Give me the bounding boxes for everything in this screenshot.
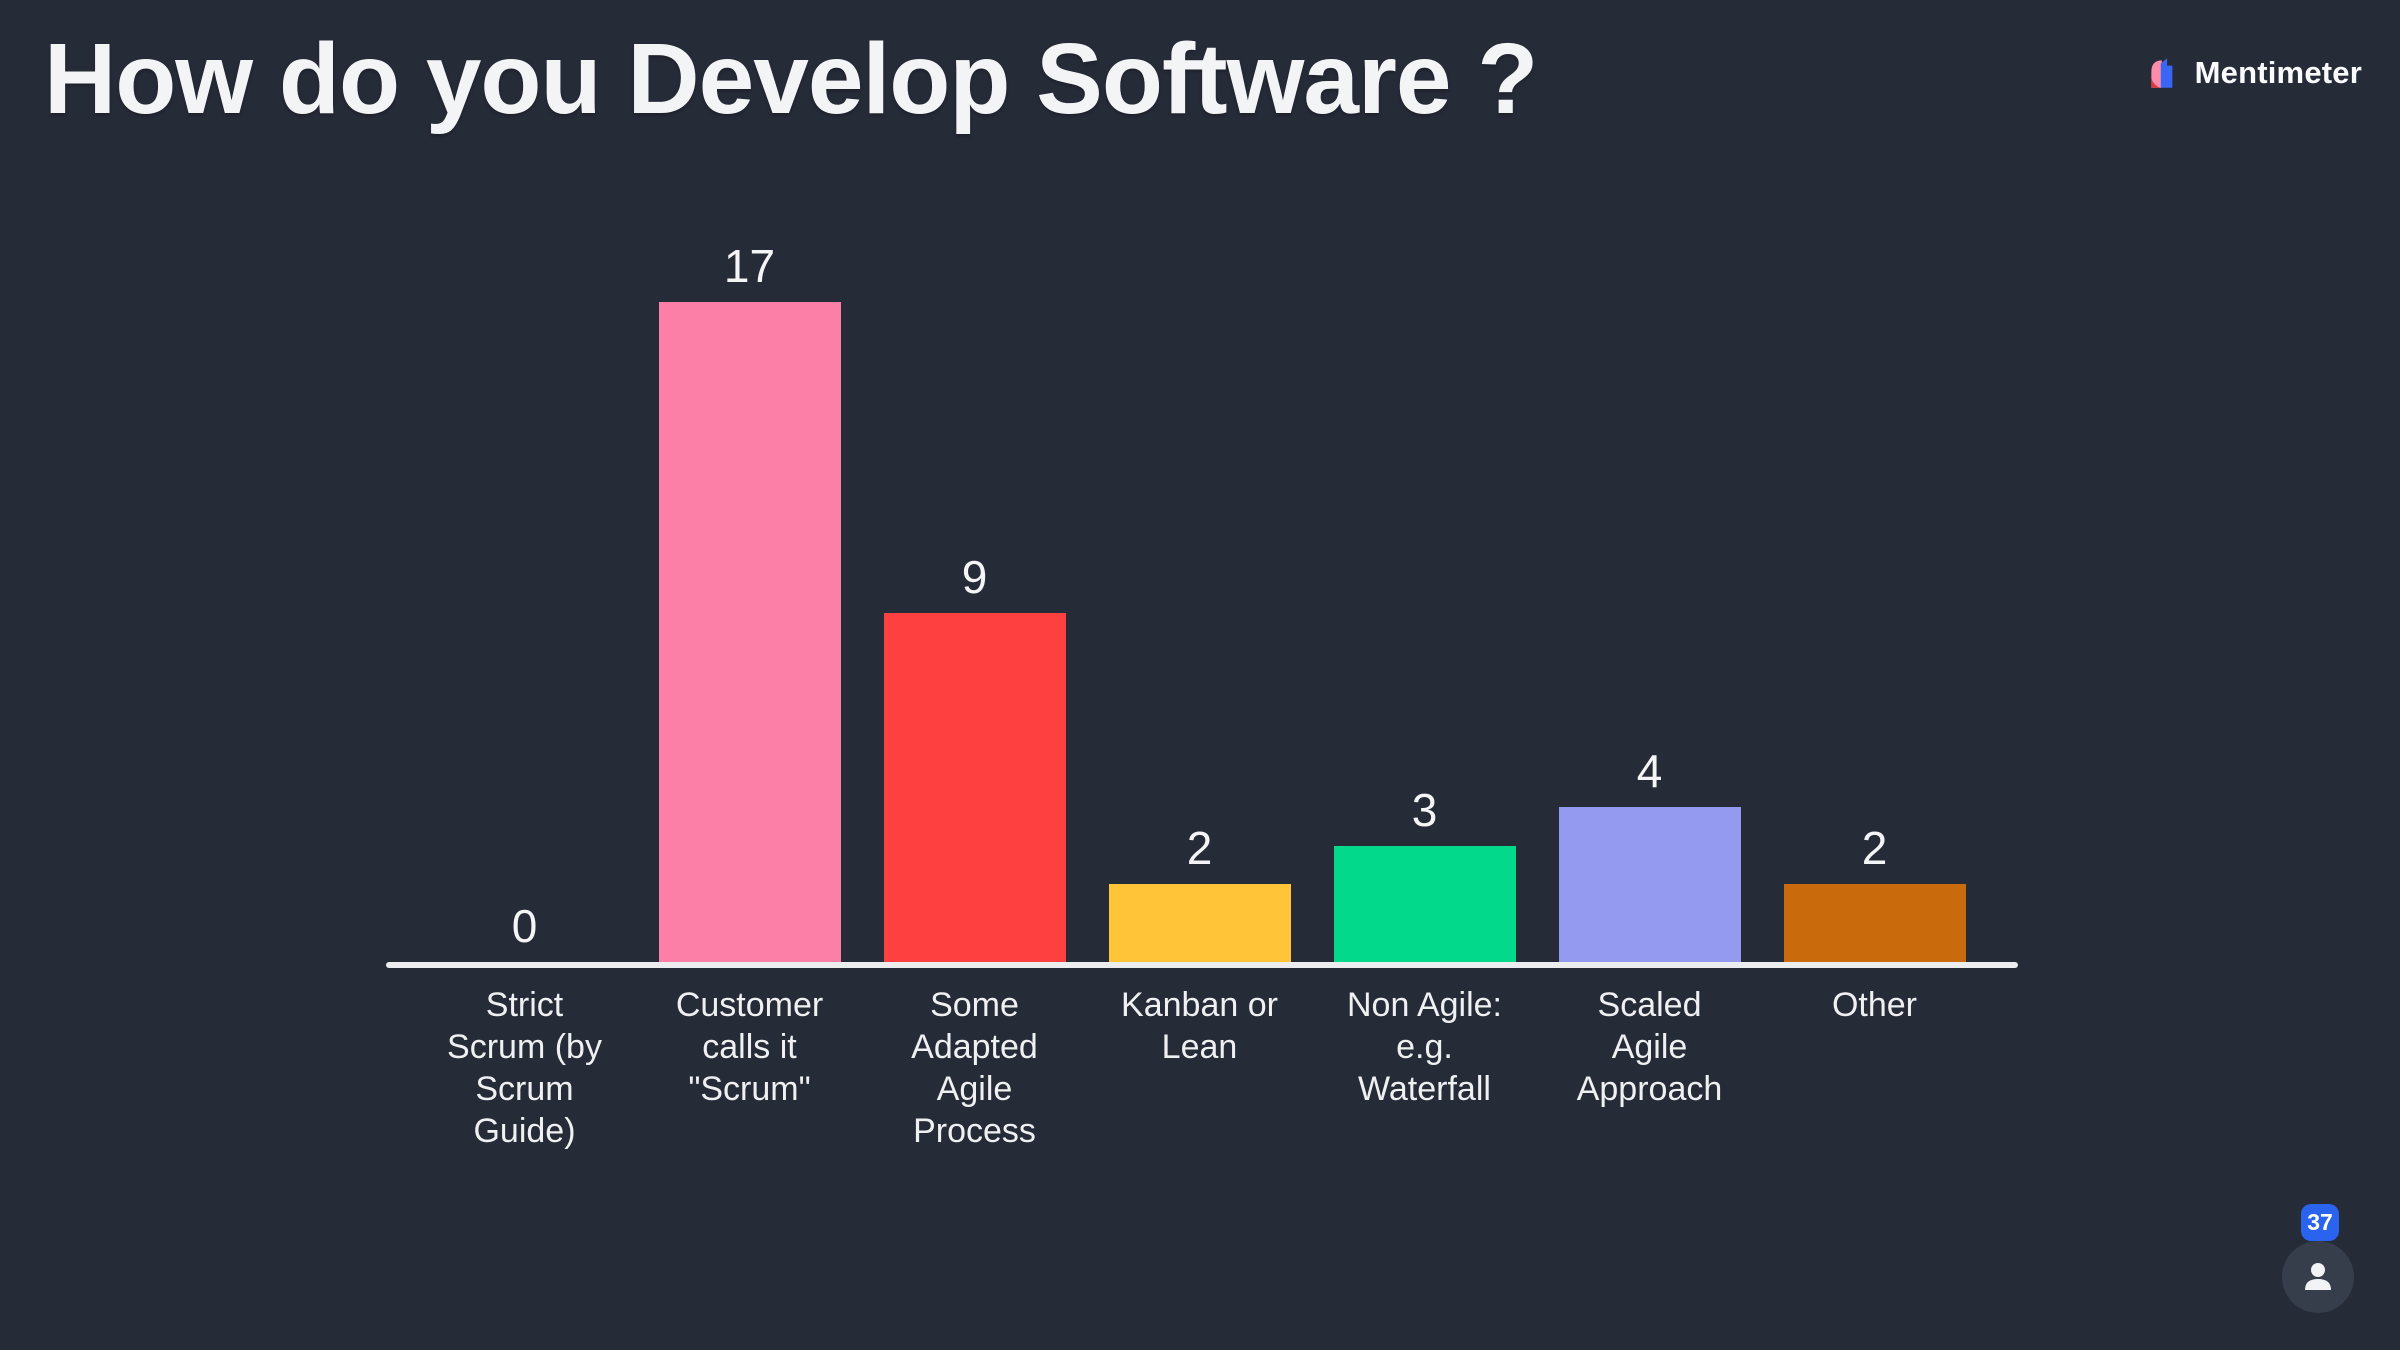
bar-label: Some Adapted Agile Process	[911, 986, 1038, 1150]
bar-slot: 2	[1087, 222, 1312, 962]
bar-value: 2	[1186, 822, 1213, 874]
bar-value: 2	[1861, 822, 1888, 874]
label-slot: Non Agile: e.g. Waterfall	[1312, 984, 1537, 1152]
bar	[1108, 884, 1291, 962]
bar	[1783, 884, 1966, 962]
page-title: How do you Develop Software ?	[44, 23, 1538, 135]
bar-slot: 0	[412, 222, 637, 962]
bar-label: Strict Scrum (by Scrum Guide)	[447, 986, 602, 1150]
bar-label: Non Agile: e.g. Waterfall	[1347, 986, 1502, 1108]
label-slot: Scaled Agile Approach	[1537, 984, 1762, 1152]
label-slot: Other	[1762, 984, 1987, 1152]
bar	[1333, 846, 1516, 962]
bar-label: Customer calls it "Scrum"	[675, 986, 824, 1108]
bar-slot: 17	[637, 222, 862, 962]
x-axis-labels: Strict Scrum (by Scrum Guide) Customer ca…	[412, 984, 1987, 1152]
bar-value: 17	[723, 240, 776, 292]
label-slot: Strict Scrum (by Scrum Guide)	[412, 984, 637, 1152]
mentimeter-logo-icon	[2150, 58, 2172, 88]
bar	[658, 302, 841, 962]
bar	[1558, 807, 1741, 962]
bar-slot: 9	[862, 222, 1087, 962]
label-slot: Some Adapted Agile Process	[862, 984, 1087, 1152]
bar-slot: 2	[1762, 222, 1987, 962]
bar-label: Scaled Agile Approach	[1576, 986, 1723, 1108]
x-axis-line	[386, 962, 2018, 968]
bar-value: 3	[1411, 784, 1438, 836]
bar-slot: 4	[1537, 222, 1762, 962]
bar-value: 4	[1636, 745, 1663, 797]
bar-slot: 3	[1312, 222, 1537, 962]
label-slot: Kanban or Lean	[1087, 984, 1312, 1152]
person-icon	[2305, 1263, 2331, 1290]
bar-value: 0	[511, 900, 538, 952]
bar-label: Other	[1831, 986, 1918, 1024]
label-slot: Customer calls it "Scrum"	[637, 984, 862, 1152]
participants-widget: 37	[2282, 1204, 2358, 1314]
bar-label: Kanban or Lean	[1121, 986, 1278, 1066]
bar	[883, 613, 1066, 962]
participants-button[interactable]	[2282, 1241, 2354, 1313]
bar-value: 9	[961, 551, 988, 603]
participant-count-badge: 37	[2301, 1204, 2339, 1241]
bars-row: 0 17 9 2 3 4 2	[412, 222, 1987, 962]
mentimeter-logo: Mentimeter	[2144, 52, 2362, 94]
mentimeter-wordmark: Mentimeter	[2194, 55, 2362, 90]
